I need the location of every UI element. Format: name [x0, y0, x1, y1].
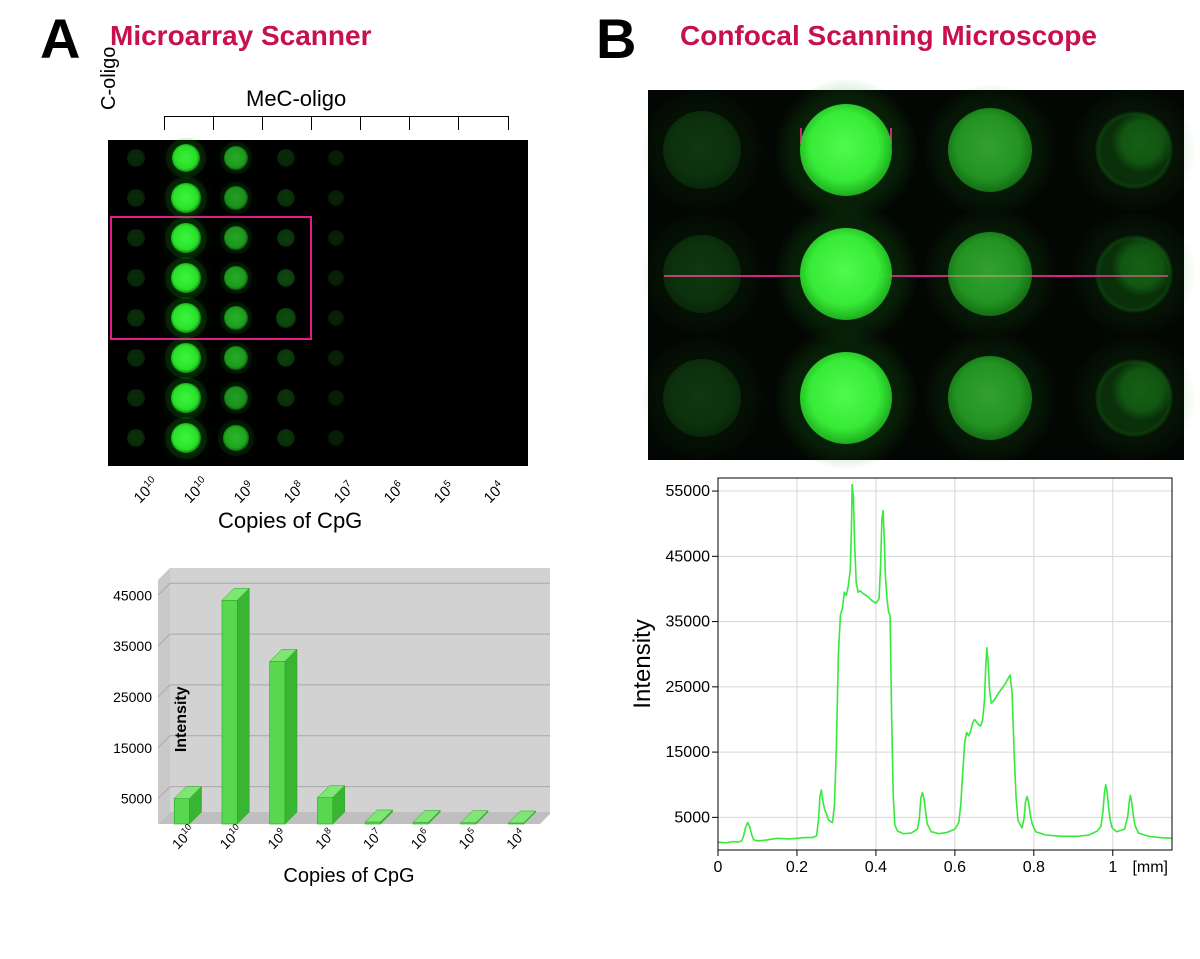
c-oligo-label: C-oligo: [98, 47, 121, 110]
svg-text:25000: 25000: [113, 689, 152, 705]
confocal-image: 120 µm: [648, 90, 1184, 460]
confocal-spot-core: [800, 228, 892, 320]
microarray-spot: [328, 190, 345, 207]
svg-text:15000: 15000: [113, 740, 152, 756]
svg-text:109: 109: [263, 825, 290, 852]
svg-text:0: 0: [714, 859, 723, 876]
microarray-spot: [277, 229, 295, 247]
svg-text:[mm]: [mm]: [1132, 859, 1168, 876]
microarray-spot: [224, 386, 248, 410]
confocal-spot-core: [948, 356, 1033, 441]
panel-b-letter: B: [596, 6, 636, 71]
microarray-spot: [127, 229, 144, 246]
array-x-tick: 109: [230, 478, 258, 506]
bar-chart-intensity: 5000 15000 25000 35000 45000 Intensity 1010 101…: [80, 560, 550, 890]
microarray-spot: [277, 389, 295, 407]
confocal-spot-core: [1094, 110, 1174, 190]
svg-text:5000: 5000: [674, 809, 710, 826]
svg-text:1010: 1010: [216, 822, 246, 852]
svg-text:45000: 45000: [113, 587, 152, 603]
microarray-spot: [172, 144, 201, 173]
panel-b-title: Confocal Scanning Microscope: [680, 20, 1097, 52]
confocal-spot-core: [948, 108, 1033, 193]
array-x-tick: 1010: [180, 474, 212, 506]
line-chart-intensity: 00.20.40.60.8150001500025000350004500055…: [626, 468, 1186, 898]
svg-text:55000: 55000: [666, 483, 711, 500]
microarray-spot: [328, 150, 345, 167]
microarray-spot: [171, 183, 200, 212]
microarray-spot: [276, 308, 295, 327]
svg-text:108: 108: [311, 825, 338, 852]
array-x-tick: 1010: [130, 474, 162, 506]
svg-text:Copies of CpG: Copies of CpG: [283, 865, 414, 887]
microarray-spot: [224, 186, 248, 210]
microarray-spot: [224, 146, 249, 171]
svg-text:107: 107: [359, 825, 386, 852]
microarray-spot: [171, 343, 200, 372]
microarray-spot: [171, 303, 201, 333]
confocal-spot-core: [663, 235, 742, 314]
svg-text:0.8: 0.8: [1023, 859, 1045, 876]
microarray-spot: [127, 149, 144, 166]
svg-text:Intensity: Intensity: [173, 686, 190, 752]
microarray-spot: [171, 263, 201, 293]
microarray-spot: [127, 189, 144, 206]
array-x-tick: 107: [330, 478, 358, 506]
svg-text:45000: 45000: [666, 548, 711, 565]
array-x-tick: 106: [380, 478, 408, 506]
array-x-tick: 108: [280, 478, 308, 506]
confocal-spot-core: [800, 104, 892, 196]
microarray-spot: [127, 269, 144, 286]
svg-text:106: 106: [407, 825, 434, 852]
svg-text:105: 105: [454, 825, 481, 852]
svg-text:0.2: 0.2: [786, 859, 808, 876]
microarray-spot: [127, 309, 144, 326]
microarray-spot: [171, 383, 200, 412]
microarray-spot: [171, 223, 201, 253]
microarray-spot: [277, 149, 294, 166]
microarray-spot: [277, 429, 295, 447]
svg-text:1: 1: [1108, 859, 1117, 876]
svg-text:1010: 1010: [168, 822, 198, 852]
panel-a-title: Microarray Scanner: [110, 20, 371, 52]
confocal-spot-core: [1094, 358, 1174, 438]
confocal-spot-core: [663, 359, 742, 438]
panel-a-letter: A: [40, 6, 80, 71]
array-x-tick: 104: [480, 478, 508, 506]
svg-text:104: 104: [502, 825, 529, 852]
microarray-spot: [328, 310, 345, 327]
microarray-spot: [277, 349, 295, 367]
array-x-axis-label: Copies of CpG: [218, 508, 362, 534]
confocal-spot-core: [1094, 234, 1174, 314]
svg-text:35000: 35000: [113, 638, 152, 654]
svg-text:25000: 25000: [666, 679, 711, 696]
svg-text:0.6: 0.6: [944, 859, 966, 876]
confocal-spot-core: [948, 232, 1033, 317]
mec-oligo-label: MeC-oligo: [246, 86, 346, 112]
microarray-spot: [127, 389, 144, 406]
confocal-spot-core: [800, 352, 892, 444]
svg-text:Intensity: Intensity: [629, 619, 656, 708]
confocal-spot-core: [663, 111, 742, 190]
microarray-image: [108, 140, 528, 466]
microarray-spot: [171, 423, 201, 453]
microarray-spot: [328, 430, 345, 447]
array-x-tick: 105: [430, 478, 458, 506]
microarray-spot: [223, 425, 248, 450]
microarray-spot: [328, 270, 345, 287]
microarray-spot: [328, 390, 345, 407]
microarray-spot: [328, 230, 345, 247]
svg-text:35000: 35000: [666, 614, 711, 631]
microarray-spot: [328, 350, 345, 367]
microarray-spot: [277, 189, 295, 207]
svg-text:5000: 5000: [121, 791, 152, 807]
microarray-spot: [127, 349, 144, 366]
microarray-spot: [224, 346, 249, 371]
svg-text:15000: 15000: [666, 744, 711, 761]
svg-text:0.4: 0.4: [865, 859, 887, 876]
microarray-spot: [127, 429, 145, 447]
